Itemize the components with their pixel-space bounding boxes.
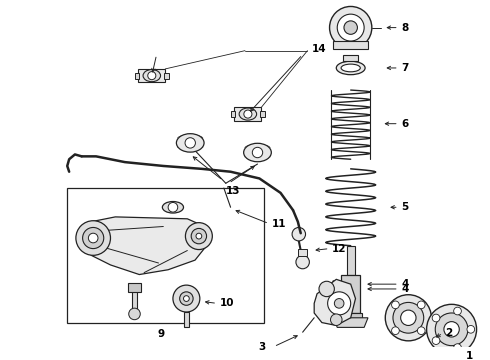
- Bar: [132, 291, 137, 312]
- Bar: [339, 313, 362, 319]
- Circle shape: [392, 301, 399, 309]
- Circle shape: [417, 327, 425, 334]
- Text: 6: 6: [402, 119, 409, 129]
- Circle shape: [432, 314, 440, 322]
- Bar: [343, 54, 358, 61]
- Text: 14: 14: [312, 44, 327, 54]
- Circle shape: [467, 325, 475, 333]
- Bar: [234, 107, 261, 121]
- Text: 5: 5: [402, 202, 409, 212]
- Bar: [333, 41, 368, 49]
- Circle shape: [180, 292, 193, 305]
- Bar: [134, 73, 139, 78]
- Circle shape: [444, 321, 459, 337]
- Circle shape: [330, 6, 372, 49]
- Circle shape: [385, 295, 431, 341]
- Circle shape: [148, 72, 156, 80]
- Circle shape: [252, 147, 263, 158]
- Circle shape: [392, 327, 399, 334]
- Text: 10: 10: [220, 298, 235, 309]
- Circle shape: [435, 313, 468, 346]
- Text: 8: 8: [402, 23, 409, 33]
- Circle shape: [296, 255, 309, 269]
- Circle shape: [328, 292, 351, 315]
- Ellipse shape: [176, 134, 204, 152]
- Bar: [260, 111, 265, 117]
- Circle shape: [183, 296, 189, 301]
- Circle shape: [432, 337, 440, 345]
- Circle shape: [344, 21, 357, 34]
- Circle shape: [454, 307, 462, 315]
- Text: 3: 3: [258, 342, 266, 352]
- Polygon shape: [84, 217, 207, 275]
- Circle shape: [185, 222, 212, 249]
- Ellipse shape: [143, 69, 161, 82]
- Circle shape: [185, 138, 196, 148]
- Bar: [67, 188, 264, 323]
- Circle shape: [168, 202, 178, 212]
- Circle shape: [88, 233, 98, 243]
- Bar: [347, 246, 355, 275]
- Text: 12: 12: [331, 244, 346, 253]
- Circle shape: [334, 298, 344, 308]
- Circle shape: [191, 228, 207, 244]
- Ellipse shape: [336, 61, 365, 75]
- Circle shape: [196, 233, 202, 239]
- Circle shape: [417, 301, 425, 309]
- Circle shape: [319, 281, 334, 297]
- Circle shape: [454, 344, 462, 351]
- Circle shape: [129, 308, 140, 320]
- Text: 4: 4: [402, 279, 409, 289]
- Text: 4: 4: [402, 284, 409, 294]
- Text: 7: 7: [402, 63, 409, 73]
- Ellipse shape: [239, 108, 257, 120]
- Circle shape: [331, 314, 342, 325]
- Circle shape: [76, 221, 110, 255]
- Ellipse shape: [162, 202, 183, 213]
- Text: 11: 11: [272, 219, 286, 229]
- Circle shape: [292, 228, 306, 241]
- Circle shape: [401, 310, 416, 325]
- Text: 13: 13: [226, 186, 240, 196]
- Circle shape: [337, 14, 364, 41]
- Polygon shape: [314, 279, 356, 325]
- Text: 1: 1: [466, 351, 473, 360]
- Bar: [341, 275, 360, 313]
- Bar: [164, 73, 169, 78]
- Bar: [183, 312, 189, 327]
- Bar: [128, 283, 141, 292]
- Bar: [298, 249, 307, 256]
- Bar: [138, 69, 165, 82]
- Circle shape: [173, 285, 200, 312]
- Polygon shape: [333, 318, 368, 327]
- Circle shape: [427, 304, 477, 354]
- Bar: [231, 111, 235, 117]
- Text: 2: 2: [445, 328, 452, 338]
- Circle shape: [393, 302, 424, 333]
- Circle shape: [244, 110, 252, 118]
- Ellipse shape: [341, 64, 360, 72]
- Circle shape: [83, 228, 104, 249]
- Text: 9: 9: [158, 329, 165, 339]
- Ellipse shape: [244, 143, 271, 162]
